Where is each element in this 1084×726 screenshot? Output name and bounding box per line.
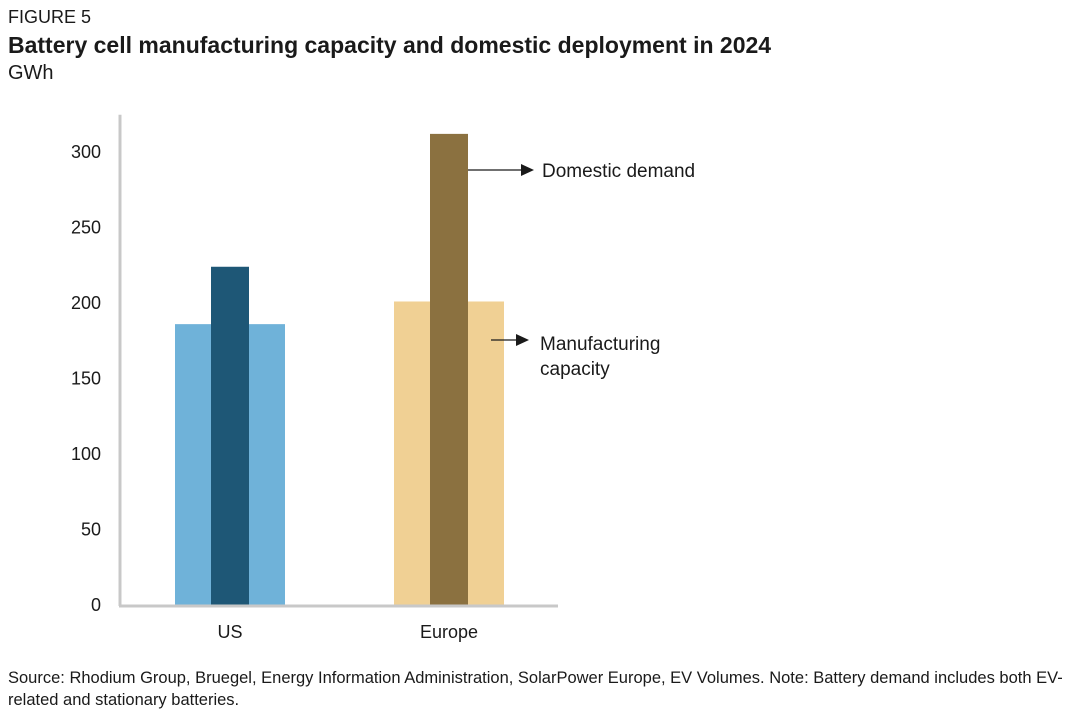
arrow-head (521, 164, 534, 176)
figure-label: FIGURE 5 (8, 7, 92, 27)
bar-chart: 0 50 100 150 200 250 300 US Europe Domestic dem… (71, 114, 695, 642)
arrow-head (516, 334, 529, 346)
bars-group (175, 133, 504, 605)
axes-group (118, 114, 558, 608)
y-tick-label: 300 (71, 142, 101, 162)
annotation-manufacturing-capacity: Manufacturing (540, 334, 660, 355)
bar-demand-europe (430, 133, 468, 605)
x-categories-group: US Europe (217, 622, 478, 642)
annotation-domestic-demand: Domestic demand (542, 161, 695, 182)
y-tick-label: 150 (71, 369, 101, 389)
y-ticks-group: 0 50 100 150 200 250 300 (71, 142, 101, 615)
unit-label: GWh (8, 62, 54, 84)
y-tick-label: 100 (71, 444, 101, 464)
bar-demand-us (211, 266, 249, 605)
y-tick-label: 0 (91, 595, 101, 615)
chart-title: Battery cell manufacturing capacity and … (8, 32, 772, 58)
y-tick-label: 50 (81, 520, 101, 540)
x-tick-label: Europe (420, 622, 478, 642)
annotations-group: Domestic demand Manufacturing capacity (468, 161, 695, 380)
x-tick-label: US (217, 622, 242, 642)
y-tick-label: 200 (71, 293, 101, 313)
source-note: Source: Rhodium Group, Bruegel, Energy I… (8, 669, 1063, 709)
y-tick-label: 250 (71, 218, 101, 238)
annotation-manufacturing-capacity: capacity (540, 359, 610, 380)
